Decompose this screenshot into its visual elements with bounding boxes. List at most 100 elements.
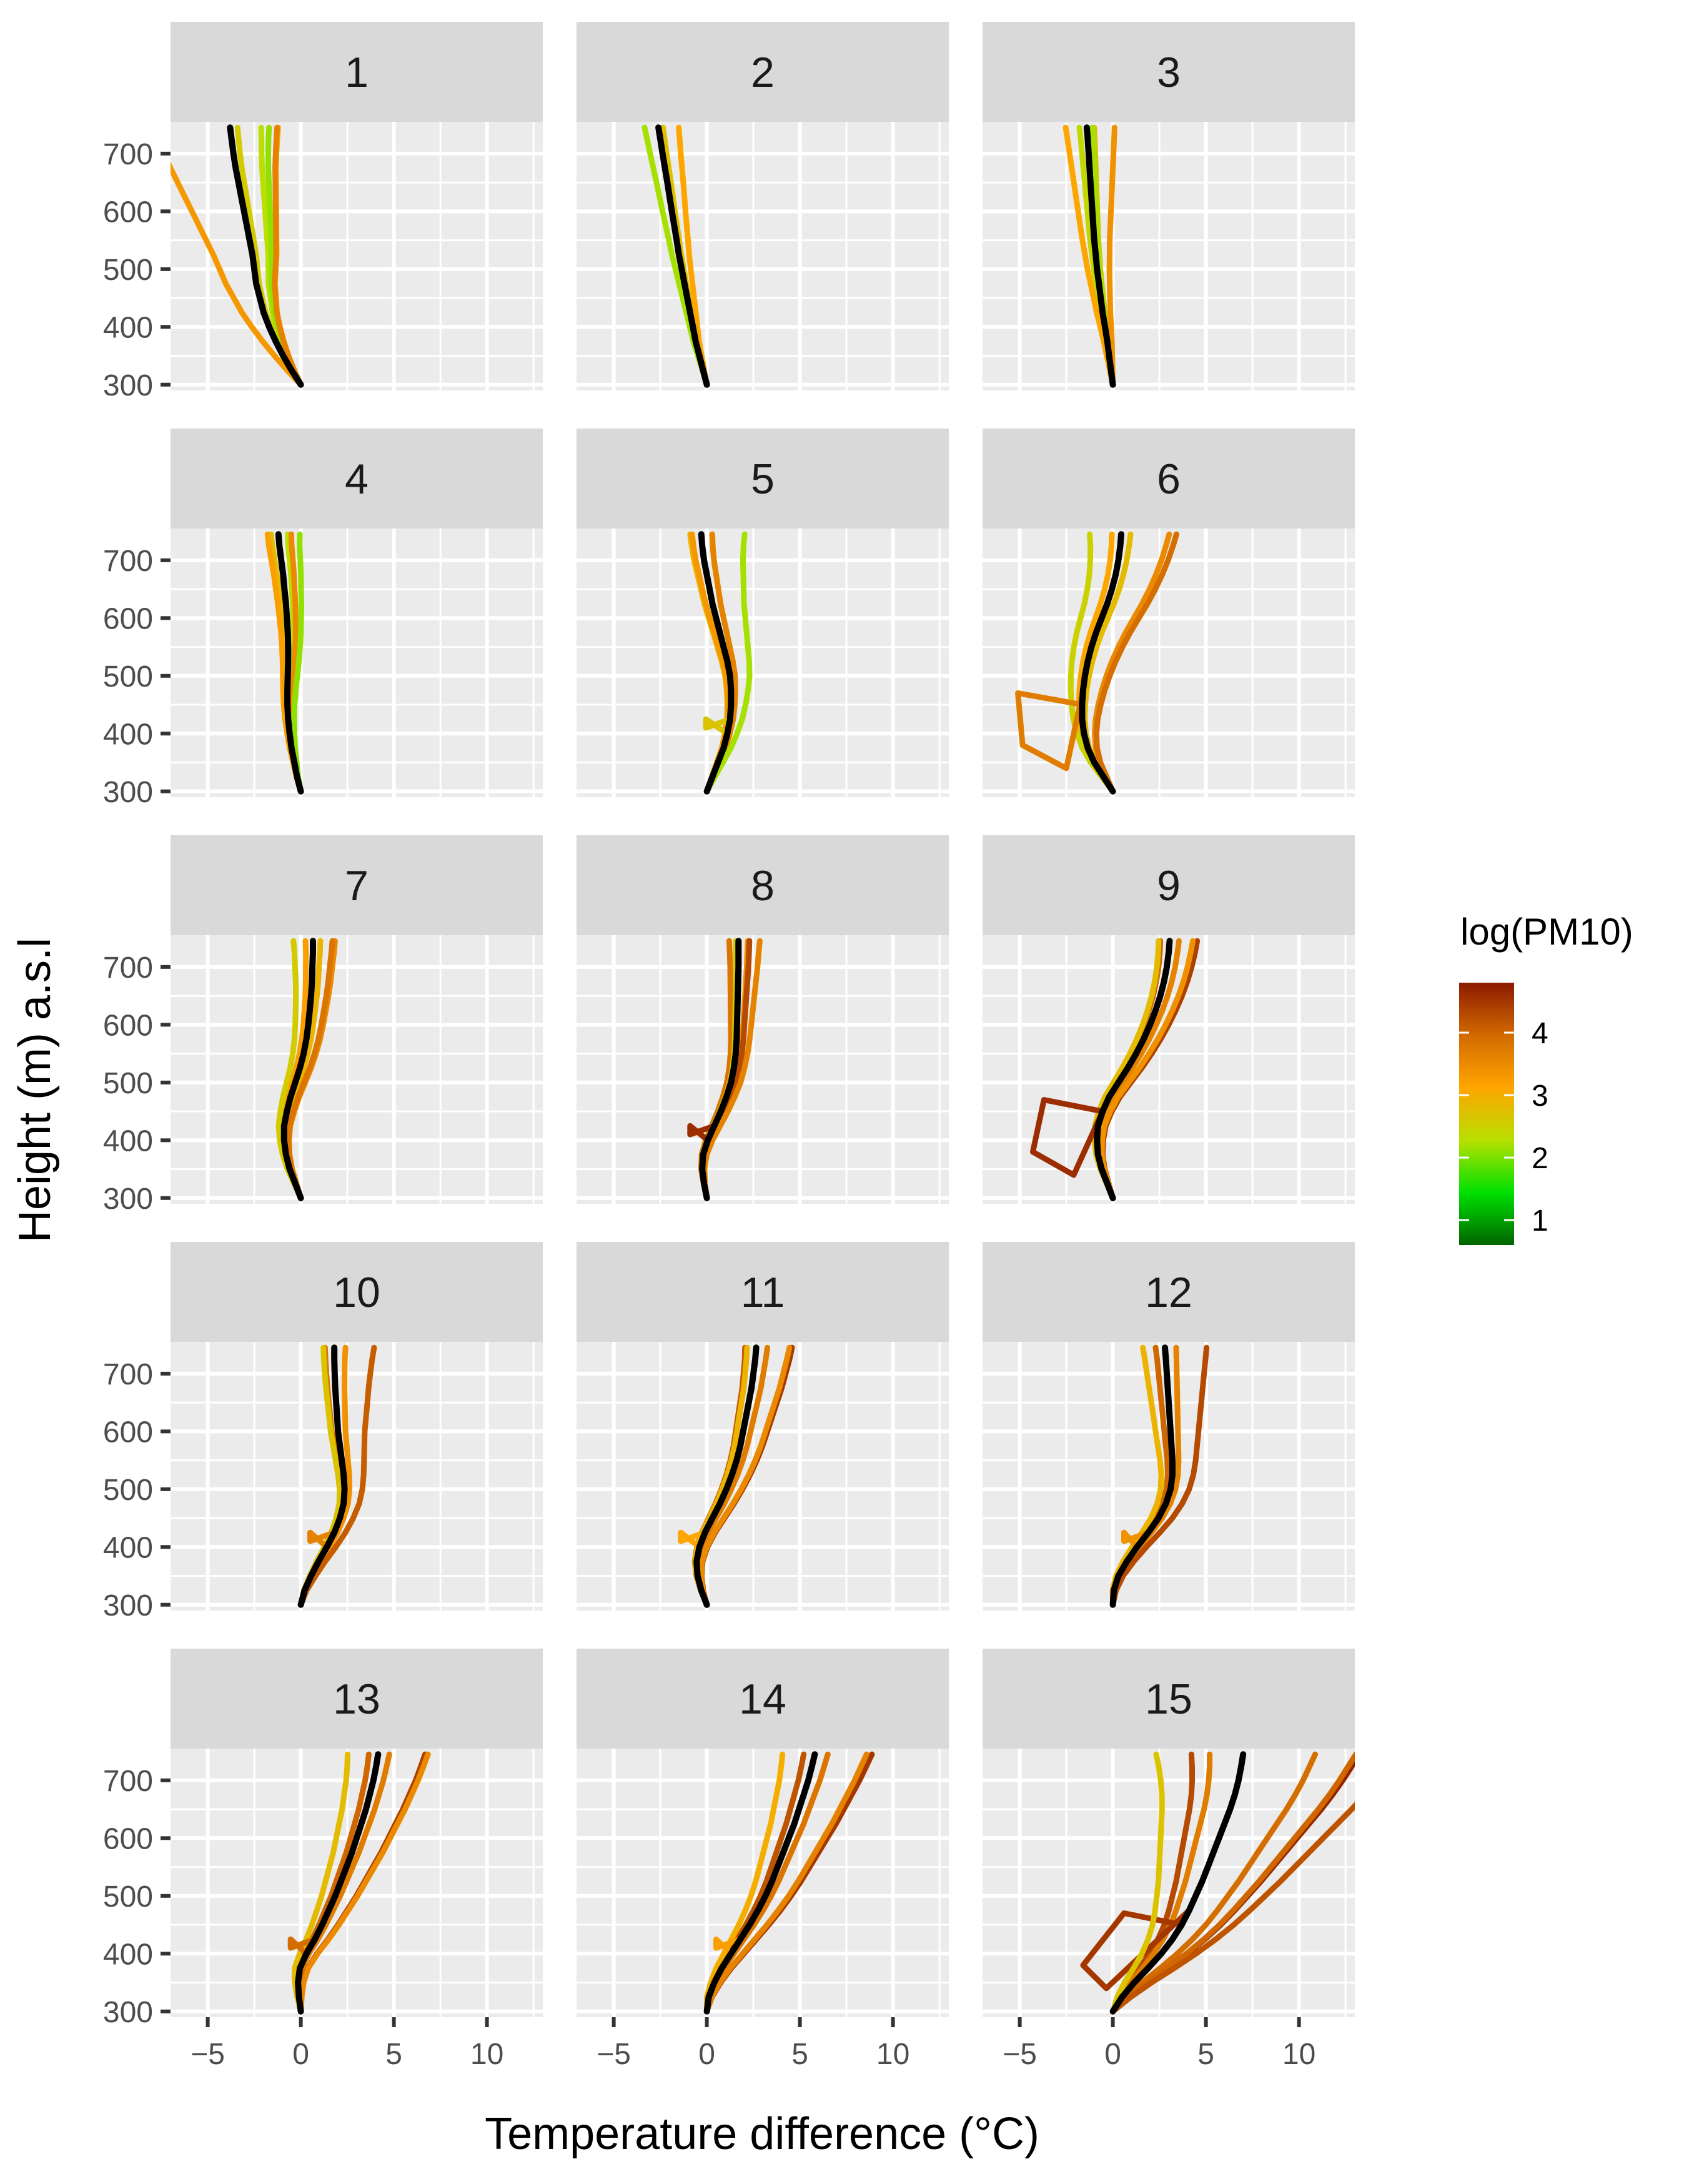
facet-strip <box>171 22 543 122</box>
profile-lines <box>1030 938 1201 1201</box>
x-tick-label: 10 <box>470 2038 503 2071</box>
x-axis-title: Temperature difference (°C) <box>485 2109 1039 2159</box>
individual-profile-line <box>704 531 753 795</box>
individual-profile-line <box>1109 1344 1164 1608</box>
mean-profile-line <box>295 1751 382 2015</box>
x-tick-label: 0 <box>698 2038 715 2071</box>
y-tick-label: 700 <box>103 138 153 171</box>
panel-background <box>171 1342 543 1611</box>
panel-grid <box>171 935 543 1204</box>
y-axis-title: Height (m) a.s.l <box>10 938 60 1243</box>
x-tick-label: −5 <box>597 2038 631 2071</box>
facet-strip-label: 4 <box>345 455 369 503</box>
facet-strip <box>577 1649 949 1749</box>
facet-strip-label: 5 <box>751 455 775 503</box>
facet-strip <box>171 429 543 529</box>
facet-strip-label: 12 <box>1145 1269 1192 1316</box>
facet-strip <box>577 1242 949 1342</box>
facet-strip <box>577 429 949 529</box>
individual-profile-line <box>1067 531 1116 795</box>
y-tick-label: 500 <box>103 1880 153 1913</box>
individual-profile-line <box>1110 1751 1318 2015</box>
facet-panel-10: 10 300 400 500 600 700 <box>103 1242 543 1622</box>
panel-background <box>577 122 949 390</box>
y-tick-label: 300 <box>103 1589 153 1622</box>
facet-strip <box>983 1242 1355 1342</box>
individual-profile-line <box>171 161 304 388</box>
facet-panel-1: 1 300 400 500 600 700 <box>103 22 543 402</box>
facet-panel-12: 12 <box>983 1242 1355 1611</box>
y-tick-label: 500 <box>103 254 153 287</box>
legend-colorbar <box>1459 983 1514 1245</box>
panel-grid <box>983 935 1355 1204</box>
y-tick-label: 500 <box>103 1067 153 1100</box>
facet-strip <box>171 1242 543 1342</box>
profile-lines <box>687 938 763 1201</box>
y-tick-label: 700 <box>103 1765 153 1798</box>
individual-profile-line <box>1110 1751 1213 2015</box>
individual-profile-line <box>1099 938 1196 1201</box>
facet-strip-label: 11 <box>741 1269 785 1316</box>
facet-panel-3: 3 <box>983 22 1355 390</box>
facet-strip-label: 2 <box>751 49 775 96</box>
profile-lines <box>1109 1344 1210 1608</box>
individual-profile-line <box>272 124 304 388</box>
panel-grid <box>577 1342 949 1611</box>
individual-profile-line <box>1110 1751 1165 2015</box>
individual-profile-line <box>701 938 763 1201</box>
individual-profile-line <box>704 1751 786 2015</box>
y-tick-label: 600 <box>103 1009 153 1042</box>
profile-lines <box>1015 531 1179 795</box>
y-tick-label: 600 <box>103 196 153 229</box>
facet-panel-4: 4 300 400 500 600 700 <box>103 429 543 809</box>
individual-profile-line <box>1062 124 1116 388</box>
facet-panel-6: 6 <box>983 429 1355 797</box>
individual-profile-line <box>275 938 304 1201</box>
profile-lines <box>641 124 710 388</box>
x-tick-label: 0 <box>292 2038 309 2071</box>
individual-profile-line <box>298 1751 431 2015</box>
individual-profile-line <box>676 124 710 388</box>
y-tick-label: 500 <box>103 1474 153 1507</box>
mean-profile-line <box>703 1751 818 2015</box>
individual-profile-line <box>704 1751 869 2015</box>
mean-profile-line <box>1109 1344 1176 1608</box>
facet-strip <box>983 22 1355 122</box>
facet-strip-label: 13 <box>333 1675 380 1723</box>
y-tick-label: 400 <box>103 311 153 344</box>
facet-strip-label: 15 <box>1145 1675 1192 1723</box>
y-tick-label: 700 <box>103 545 153 578</box>
panel-grid <box>577 122 949 390</box>
facet-panel-14: 14 −5 0 5 10 <box>577 1649 949 2071</box>
individual-profile-line <box>291 531 304 795</box>
facet-strip-label: 7 <box>345 862 369 910</box>
facet-panel-11: 11 <box>577 1242 949 1611</box>
mean-profile-line <box>699 938 742 1201</box>
y-tick-label: 600 <box>103 1416 153 1449</box>
facet-strip <box>577 22 949 122</box>
x-tick-label: −5 <box>1003 2038 1037 2071</box>
panel-grid <box>577 529 949 797</box>
panel-background <box>983 122 1355 390</box>
y-tick-label: 300 <box>103 1996 153 2029</box>
mean-profile-line <box>297 1344 348 1608</box>
profile-lines <box>1062 124 1117 388</box>
facet-panel-7: 7 300 400 500 600 700 <box>103 835 543 1216</box>
facet-strip-label: 10 <box>333 1269 380 1316</box>
y-tick-label: 400 <box>103 1124 153 1158</box>
panel-background <box>171 1749 543 2017</box>
individual-profile-line <box>1110 1802 1355 2015</box>
panel-background <box>577 935 949 1204</box>
mean-profile-line <box>227 124 304 388</box>
individual-profile-line <box>1110 1752 1355 2015</box>
legend-tick-label: 4 <box>1532 1017 1548 1050</box>
mean-profile-line <box>1109 1751 1247 2015</box>
profile-lines <box>264 531 304 795</box>
legend-title: log(PM10) <box>1460 911 1633 953</box>
y-tick-label: 300 <box>103 1183 153 1216</box>
panel-grid <box>983 122 1355 390</box>
profile-lines <box>678 1344 795 1608</box>
panel-background <box>577 529 949 797</box>
individual-profile-line <box>1106 124 1117 388</box>
